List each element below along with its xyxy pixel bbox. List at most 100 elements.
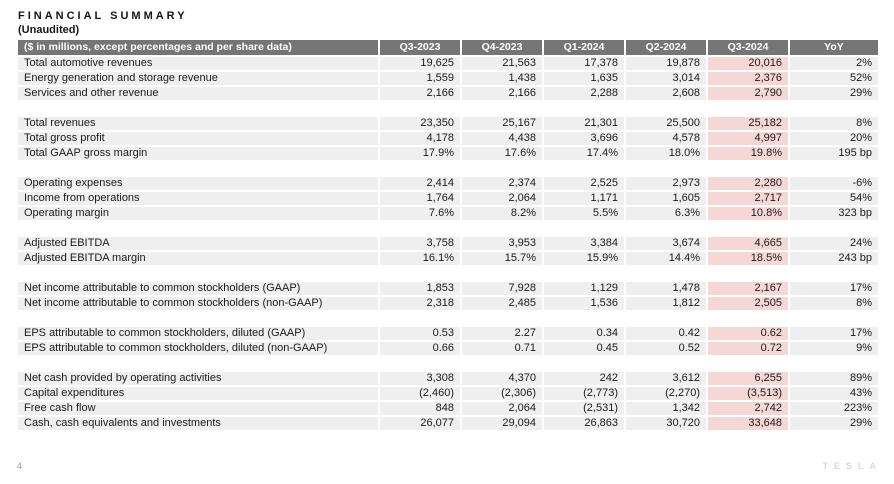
column-header-yoy: YoY	[790, 40, 878, 55]
value-cell: 1,812	[626, 297, 706, 310]
value-cell: 2.27	[462, 327, 542, 340]
value-cell: 25,500	[626, 117, 706, 130]
value-cell: 1,605	[626, 192, 706, 205]
value-cell: 1,536	[544, 297, 624, 310]
column-header-q3-2024: Q3-2024	[708, 40, 788, 55]
value-cell: 15.7%	[462, 252, 542, 265]
value-cell: 17.6%	[462, 147, 542, 160]
table-row: Income from operations 1,764 2,064 1,171 1,6…	[18, 192, 878, 205]
table-header-label: ($ in millions, except percentages and p…	[18, 40, 378, 55]
value-cell: 2,064	[462, 192, 542, 205]
table-header-row: ($ in millions, except percentages and p…	[18, 40, 878, 55]
row-label: Services and other revenue	[18, 87, 378, 100]
value-cell: 26,863	[544, 417, 624, 430]
table-row: Net cash provided by operating activitie…	[18, 372, 878, 385]
value-cell: 2,318	[380, 297, 460, 310]
value-cell: 2,166	[380, 87, 460, 100]
section-spacer-row	[18, 267, 878, 280]
row-label: Total automotive revenues	[18, 57, 378, 70]
value-cell: 1,438	[462, 72, 542, 85]
section-spacer-row	[18, 312, 878, 325]
section-spacer-row	[18, 222, 878, 235]
value-cell: 8.2%	[462, 207, 542, 220]
value-cell: 2,525	[544, 177, 624, 190]
value-cell: 1,559	[380, 72, 460, 85]
yoy-cell: 8%	[790, 117, 878, 130]
table-row: Total gross profit 4,178 4,438 3,696 4,578 4,…	[18, 132, 878, 145]
yoy-cell: 243 bp	[790, 252, 878, 265]
yoy-cell: 29%	[790, 417, 878, 430]
value-cell: 21,301	[544, 117, 624, 130]
row-label: Free cash flow	[18, 402, 378, 415]
value-cell: 3,308	[380, 372, 460, 385]
value-cell-highlighted: 19.8%	[708, 147, 788, 160]
value-cell-highlighted: 2,717	[708, 192, 788, 205]
value-cell-highlighted: 10.8%	[708, 207, 788, 220]
value-cell-highlighted: 2,376	[708, 72, 788, 85]
column-header-q4-2023: Q4-2023	[462, 40, 542, 55]
table-row: Total automotive revenues 19,625 21,563 17,…	[18, 57, 878, 70]
value-cell: 2,374	[462, 177, 542, 190]
row-label: EPS attributable to common stockholders,…	[18, 342, 378, 355]
value-cell: 0.42	[626, 327, 706, 340]
table-row: Cash, cash equivalents and investments 26…	[18, 417, 878, 430]
value-cell: 1,764	[380, 192, 460, 205]
row-label: EPS attributable to common stockholders,…	[18, 327, 378, 340]
yoy-cell: -6%	[790, 177, 878, 190]
value-cell: 3,612	[626, 372, 706, 385]
value-cell: 6.3%	[626, 207, 706, 220]
value-cell: 29,094	[462, 417, 542, 430]
value-cell: 3,953	[462, 237, 542, 250]
row-label: Total GAAP gross margin	[18, 147, 378, 160]
tesla-wordmark: TESLA	[822, 461, 882, 471]
section-spacer-cell	[18, 312, 878, 325]
yoy-cell: 24%	[790, 237, 878, 250]
yoy-cell: 54%	[790, 192, 878, 205]
table-row: Services and other revenue 2,166 2,166 2,28…	[18, 87, 878, 100]
section-spacer-row	[18, 102, 878, 115]
yoy-cell: 20%	[790, 132, 878, 145]
value-cell: 0.45	[544, 342, 624, 355]
table-row: Total revenues 23,350 25,167 21,301 25,500 25…	[18, 117, 878, 130]
column-header-q2-2024: Q2-2024	[626, 40, 706, 55]
row-label: Operating margin	[18, 207, 378, 220]
row-label: Operating expenses	[18, 177, 378, 190]
value-cell: 21,563	[462, 57, 542, 70]
value-cell: 23,350	[380, 117, 460, 130]
table-row: Operating expenses 2,414 2,374 2,525 2,973 2,…	[18, 177, 878, 190]
table-row: Total GAAP gross margin 17.9% 17.6% 17.4% 18…	[18, 147, 878, 160]
column-header-q3-2023: Q3-2023	[380, 40, 460, 55]
value-cell: (2,306)	[462, 387, 542, 400]
section-spacer-row	[18, 162, 878, 175]
value-cell: 1,342	[626, 402, 706, 415]
value-cell: 242	[544, 372, 624, 385]
value-cell: 0.53	[380, 327, 460, 340]
yoy-cell: 52%	[790, 72, 878, 85]
row-label: Cash, cash equivalents and investments	[18, 417, 378, 430]
yoy-cell: 223%	[790, 402, 878, 415]
value-cell: (2,773)	[544, 387, 624, 400]
value-cell-highlighted: 25,182	[708, 117, 788, 130]
value-cell: 848	[380, 402, 460, 415]
table-row: Net income attributable to common stockh…	[18, 297, 878, 310]
value-cell: 0.34	[544, 327, 624, 340]
section-spacer-cell	[18, 162, 878, 175]
value-cell-highlighted: 18.5%	[708, 252, 788, 265]
section-spacer-cell	[18, 357, 878, 370]
yoy-cell: 8%	[790, 297, 878, 310]
value-cell: 4,178	[380, 132, 460, 145]
value-cell: 14.4%	[626, 252, 706, 265]
row-label: Net income attributable to common stockh…	[18, 282, 378, 295]
value-cell: 4,578	[626, 132, 706, 145]
row-label: Energy generation and storage revenue	[18, 72, 378, 85]
value-cell-highlighted: 0.72	[708, 342, 788, 355]
value-cell: 3,758	[380, 237, 460, 250]
table-row: Adjusted EBITDA 3,758 3,953 3,384 3,674 4,665…	[18, 237, 878, 250]
row-label: Total revenues	[18, 117, 378, 130]
value-cell: 1,635	[544, 72, 624, 85]
row-label: Net cash provided by operating activitie…	[18, 372, 378, 385]
value-cell: 4,438	[462, 132, 542, 145]
value-cell-highlighted: 6,255	[708, 372, 788, 385]
yoy-cell: 195 bp	[790, 147, 878, 160]
